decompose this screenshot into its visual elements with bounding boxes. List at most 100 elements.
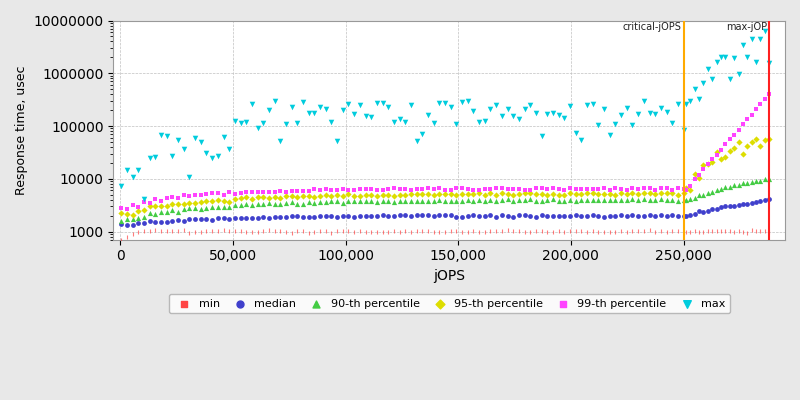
- Point: [592, 186, 605, 192]
- Point: [121, 205, 134, 212]
- Point: [365, 198, 378, 204]
- Point: [575, 137, 588, 143]
- Point: [710, 205, 723, 212]
- Point: [552, 192, 565, 198]
- Point: [603, 186, 616, 193]
- Point: [416, 190, 429, 197]
- Point: [688, 211, 701, 218]
- Point: [115, 183, 128, 189]
- Point: [750, 136, 762, 142]
- Point: [570, 198, 582, 204]
- Point: [154, 132, 167, 138]
- Point: [359, 229, 372, 236]
- Point: [506, 186, 519, 192]
- Point: [654, 105, 667, 112]
- Point: [211, 153, 224, 159]
- Point: [530, 185, 542, 192]
- Point: [643, 197, 656, 204]
- Point: [603, 196, 616, 203]
- Point: [217, 214, 230, 221]
- Point: [649, 111, 662, 117]
- Point: [654, 227, 667, 234]
- Point: [524, 213, 537, 220]
- Point: [530, 110, 542, 116]
- Point: [143, 218, 156, 224]
- Point: [750, 178, 762, 184]
- Point: [570, 186, 582, 192]
- Point: [467, 212, 480, 218]
- Point: [126, 222, 139, 228]
- Point: [206, 216, 218, 223]
- Point: [456, 99, 469, 106]
- Point: [581, 102, 594, 109]
- Point: [501, 191, 514, 197]
- Point: [189, 216, 202, 222]
- Point: [376, 100, 389, 106]
- Point: [376, 192, 389, 198]
- Point: [654, 190, 667, 196]
- Point: [143, 228, 156, 234]
- Point: [280, 188, 293, 195]
- Point: [598, 106, 610, 112]
- Point: [416, 130, 429, 137]
- Point: [365, 186, 378, 192]
- Point: [632, 228, 645, 234]
- Point: [302, 193, 315, 199]
- Point: [257, 228, 270, 234]
- Point: [478, 186, 491, 192]
- Point: [223, 204, 236, 210]
- Point: [570, 212, 582, 218]
- Point: [654, 212, 667, 219]
- Point: [189, 134, 202, 141]
- Point: [728, 181, 741, 188]
- Text: critical-jOPS: critical-jOPS: [622, 22, 682, 32]
- Point: [121, 216, 134, 222]
- Point: [598, 213, 610, 220]
- Point: [552, 198, 565, 204]
- Point: [132, 167, 145, 174]
- Point: [172, 217, 185, 224]
- Point: [319, 228, 332, 234]
- Point: [172, 194, 185, 201]
- Point: [376, 198, 389, 205]
- Point: [291, 188, 304, 194]
- Point: [702, 65, 714, 72]
- Point: [240, 194, 253, 200]
- Point: [723, 203, 736, 209]
- Point: [280, 200, 293, 206]
- Point: [563, 185, 576, 191]
- Point: [286, 213, 298, 219]
- Point: [234, 195, 247, 201]
- Point: [410, 138, 423, 144]
- Point: [586, 197, 599, 204]
- Point: [671, 192, 684, 199]
- Point: [143, 203, 156, 210]
- Point: [546, 110, 559, 116]
- Point: [552, 228, 565, 234]
- Point: [166, 207, 179, 214]
- Point: [337, 186, 350, 192]
- Point: [262, 200, 275, 207]
- Point: [138, 214, 150, 220]
- Point: [467, 187, 480, 193]
- Point: [183, 193, 196, 199]
- Point: [342, 101, 355, 107]
- Point: [115, 236, 128, 243]
- Point: [223, 228, 236, 234]
- Point: [444, 212, 457, 218]
- Point: [570, 191, 582, 197]
- Point: [592, 229, 605, 235]
- Point: [518, 190, 531, 196]
- Point: [330, 138, 343, 144]
- Point: [257, 120, 270, 126]
- Point: [495, 185, 508, 191]
- Point: [638, 196, 650, 202]
- Point: [393, 116, 406, 122]
- Point: [359, 192, 372, 198]
- Point: [592, 122, 605, 128]
- Point: [337, 228, 350, 234]
- Point: [189, 200, 202, 206]
- Point: [319, 186, 332, 192]
- Point: [714, 228, 727, 234]
- Point: [427, 198, 440, 204]
